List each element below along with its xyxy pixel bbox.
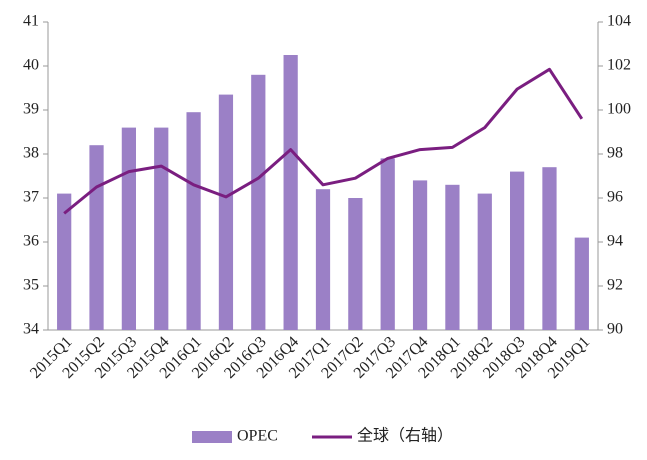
y-tick-label: 41 — [23, 13, 39, 30]
line — [63, 67, 584, 215]
bar — [283, 55, 298, 330]
y2-tick-label: 102 — [607, 57, 631, 74]
bar — [315, 189, 331, 330]
bar — [348, 198, 363, 330]
y-tick-label: 39 — [23, 101, 39, 118]
y-tick-label: 40 — [23, 57, 39, 74]
bar — [154, 127, 169, 330]
y-tick-label: 34 — [23, 321, 39, 338]
y2-tick-label: 104 — [607, 13, 631, 30]
legend-label: OPEC — [237, 428, 278, 445]
y2-tick-label: 92 — [607, 277, 623, 294]
bar — [121, 127, 136, 330]
bar — [218, 94, 234, 330]
bar — [251, 74, 266, 330]
y2-tick-label: 94 — [607, 233, 623, 250]
legend-swatch — [192, 431, 232, 443]
bar — [445, 184, 460, 330]
bar — [57, 193, 72, 330]
legend-label: 全球（右轴） — [357, 427, 453, 445]
y2-tick-label: 96 — [607, 189, 623, 206]
y-tick-label: 36 — [23, 233, 39, 250]
bar — [89, 145, 104, 330]
y2-tick-label: 98 — [607, 145, 623, 162]
y-tick-label: 35 — [23, 277, 39, 294]
bar — [542, 167, 557, 330]
y2-tick-label: 100 — [607, 101, 631, 118]
bar — [510, 171, 525, 330]
y-tick-label: 38 — [23, 145, 39, 162]
bar — [477, 193, 492, 330]
y2-tick-label: 90 — [607, 321, 623, 338]
bar — [574, 237, 589, 330]
bar — [380, 158, 395, 330]
y-tick-label: 37 — [23, 189, 39, 206]
bar — [412, 180, 428, 330]
bar — [186, 112, 201, 330]
